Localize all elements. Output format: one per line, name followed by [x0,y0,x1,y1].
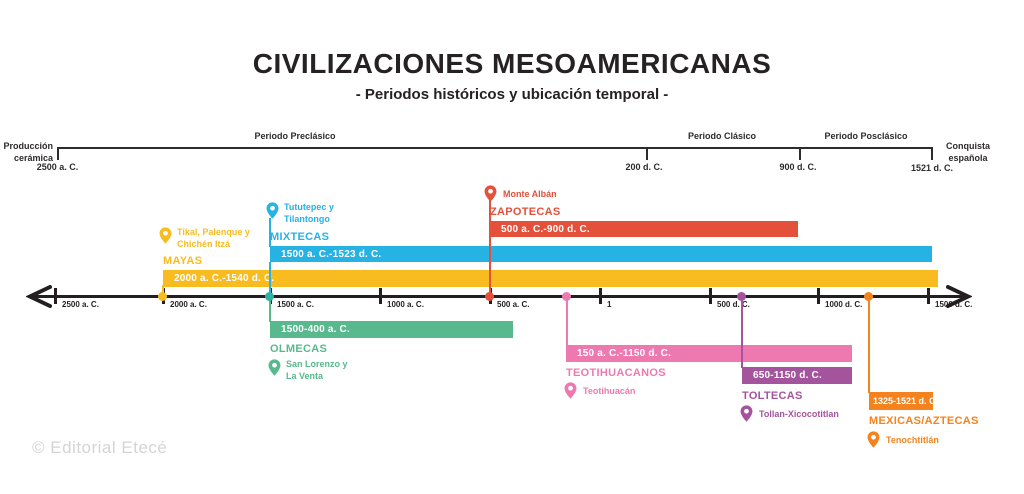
period-preclasico-label: Periodo Preclásico [254,131,336,141]
connector-teotihuacanos [566,297,568,346]
axis-tick [379,288,382,304]
axis-tick-label: 500 a. C. [497,300,530,309]
event-conquista-espanola: Conquista española [946,141,990,163]
year-1521dc: 1521 d. C. [910,163,954,173]
axis-dot-mexicas [864,292,873,301]
axis-tick [709,288,712,304]
axis-tick [599,288,602,304]
connector-toltecas [741,297,743,368]
year-2500ac: 2500 a. C. [36,162,79,172]
location-zapotecas: Monte Albán [503,189,557,199]
bar-mixtecas: 1500 a. C.-1523 d. C. [270,246,932,262]
map-pin-icon [268,359,281,376]
axis-tick-label: 2000 a. C. [170,300,207,309]
connector-olmecas [269,297,271,322]
location-mayas: Tikal, Palenque y Chichén Itzá [177,227,250,249]
location-olmecas: San Lorenzo y La Venta [286,359,348,381]
map-pin-icon [266,202,279,219]
bar-span-olmecas: 1500-400 a. C. [281,324,350,335]
bar-mexicas: 1325-1521 d. C. [869,392,938,410]
page-subtitle: - Periodos históricos y ubicación tempor… [355,86,669,103]
civ-name-teotihuacanos: TEOTIHUACANOS [566,367,666,379]
map-pin-icon [740,405,753,422]
year-900dc: 900 d. C. [779,162,817,172]
period-clasico-label: Periodo Clásico [687,131,757,141]
axis-right-arrow-icon [946,285,972,308]
map-pin-icon [867,431,880,448]
connector-mixtecas-pin [269,218,271,247]
civ-name-mixtecas: MIXTECAS [270,231,330,243]
axis-tick-label: 1500 a. C. [277,300,314,309]
location-mixtecas: Tututepec y Tilantongo [284,202,334,224]
bar-teotihuacanos: 150 a. C.-1150 d. C. [566,345,852,362]
connector-mayas [162,285,164,297]
bar-span-mayas: 2000 a. C.-1540 d. C. [174,273,275,284]
axis-tick-label: 2500 a. C. [62,300,99,309]
connector-zapotecas [489,200,491,297]
page-title: CIVILIZACIONES MESOAMERICANAS [252,48,772,79]
bar-span-mexicas: 1325-1521 d. C. [873,396,939,406]
civ-name-mexicas: MEXICAS/AZTECAS [869,415,979,427]
civ-name-olmecas: OLMECAS [270,343,328,355]
axis-dot-toltecas [737,292,746,301]
axis-tick-label: 500 d. C. [717,300,750,309]
connector-mixtecas [269,262,271,297]
civ-name-mayas: MAYAS [163,255,203,267]
bar-span-toltecas: 650-1150 d. C. [753,370,822,381]
axis-tick-label: 1000 a. C. [387,300,424,309]
axis-dot-teotihuacanos [562,292,571,301]
bar-span-teotihuacanos: 150 a. C.-1150 d. C. [577,348,672,359]
period-bracket-tick-200dc [646,147,648,160]
timeline-axis [30,295,970,298]
axis-tick-label: 1 [607,300,612,309]
location-teotihuacanos: Teotihuacán [583,386,636,396]
bar-mayas: 2000 a. C.-1540 d. C. [163,270,938,287]
axis-tick [54,288,57,304]
connector-mexicas [868,297,870,393]
axis-dot-mayas [158,292,167,301]
bar-span-mixtecas: 1500 a. C.-1523 d. C. [281,248,382,260]
period-bracket-tick-start [57,147,59,160]
year-200dc: 200 d. C. [625,162,663,172]
axis-tick [927,288,930,304]
period-bracket-tick-end [931,147,933,160]
axis-left-arrow-icon [26,285,52,308]
civ-name-zapotecas: ZAPOTECAS [490,206,561,218]
event-produccion-ceramica: Producción cerámica [3,141,53,163]
axis-tick-label: 1000 d. C. [825,300,863,309]
location-mexicas: Tenochtitlán [886,435,939,445]
bar-zapotecas: 500 a. C.-900 d. C. [490,221,798,237]
location-toltecas: Tollan-Xicocotitlan [759,409,839,419]
bar-olmecas: 1500-400 a. C. [270,321,513,338]
axis-dot-mixtecas-olmecas [265,292,274,301]
map-pin-icon [564,382,577,399]
map-pin-icon [159,227,172,244]
bar-toltecas: 650-1150 d. C. [742,367,852,384]
axis-dot-zapotecas [485,292,494,301]
period-posclasico-label: Periodo Posclásico [824,131,908,141]
period-bracket-tick-900dc [799,147,801,160]
map-pin-icon [484,185,497,202]
axis-tick [817,288,820,304]
period-bracket-line [57,147,933,149]
watermark: © Editorial Etecé [32,438,168,457]
civ-name-toltecas: TOLTECAS [742,390,803,402]
bar-span-zapotecas: 500 a. C.-900 d. C. [501,223,590,235]
